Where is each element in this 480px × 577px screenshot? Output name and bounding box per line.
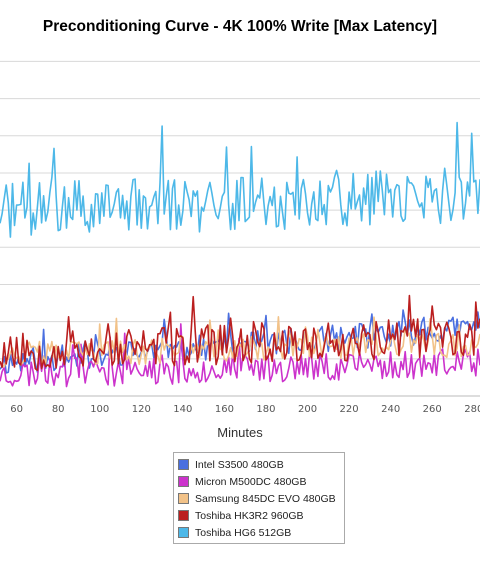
- x-axis-label: Minutes: [217, 425, 263, 440]
- x-tick-label-1: 80: [52, 404, 65, 415]
- x-tick-label-5: 160: [215, 404, 234, 415]
- legend-swatch: [178, 493, 189, 504]
- x-tick-label-8: 220: [340, 404, 359, 415]
- legend-entry-2[interactable]: Samsung 845DC EVO 480GB: [178, 490, 344, 507]
- series-line-4: [0, 121, 480, 238]
- legend-label: Toshiba HK3R2 960GB: [195, 509, 304, 522]
- legend-label: Toshiba HG6 512GB: [195, 526, 292, 539]
- series-line-1: [0, 323, 480, 388]
- x-tick-label-0: 60: [10, 404, 23, 415]
- x-tick-label-10: 260: [423, 404, 442, 415]
- legend: Intel S3500 480GB Micron M500DC 480GB Sams…: [173, 452, 345, 544]
- legend-swatch: [178, 459, 189, 470]
- legend-entry-3[interactable]: Toshiba HK3R2 960GB: [178, 507, 344, 524]
- legend-label: Intel S3500 480GB: [195, 458, 284, 471]
- legend-label: Samsung 845DC EVO 480GB: [195, 492, 336, 505]
- legend-entry-1[interactable]: Micron M500DC 480GB: [178, 473, 344, 490]
- x-tick-label-2: 100: [90, 404, 109, 415]
- legend-entry-0[interactable]: Intel S3500 480GB: [178, 456, 344, 473]
- x-tick-label-9: 240: [381, 404, 400, 415]
- legend-swatch: [178, 527, 189, 538]
- legend-swatch: [178, 510, 189, 521]
- legend-label: Micron M500DC 480GB: [195, 475, 307, 488]
- legend-entry-4[interactable]: Toshiba HG6 512GB: [178, 524, 344, 541]
- series-line-3: [0, 294, 480, 372]
- x-tick-label-3: 120: [132, 404, 151, 415]
- x-tick-label-11: 280: [464, 404, 480, 415]
- x-tick-label-4: 140: [173, 404, 192, 415]
- x-tick-label-7: 200: [298, 404, 317, 415]
- chart-title: Preconditioning Curve - 4K 100% Write [M…: [42, 18, 438, 35]
- x-tick-label-6: 180: [256, 404, 275, 415]
- legend-swatch: [178, 476, 189, 487]
